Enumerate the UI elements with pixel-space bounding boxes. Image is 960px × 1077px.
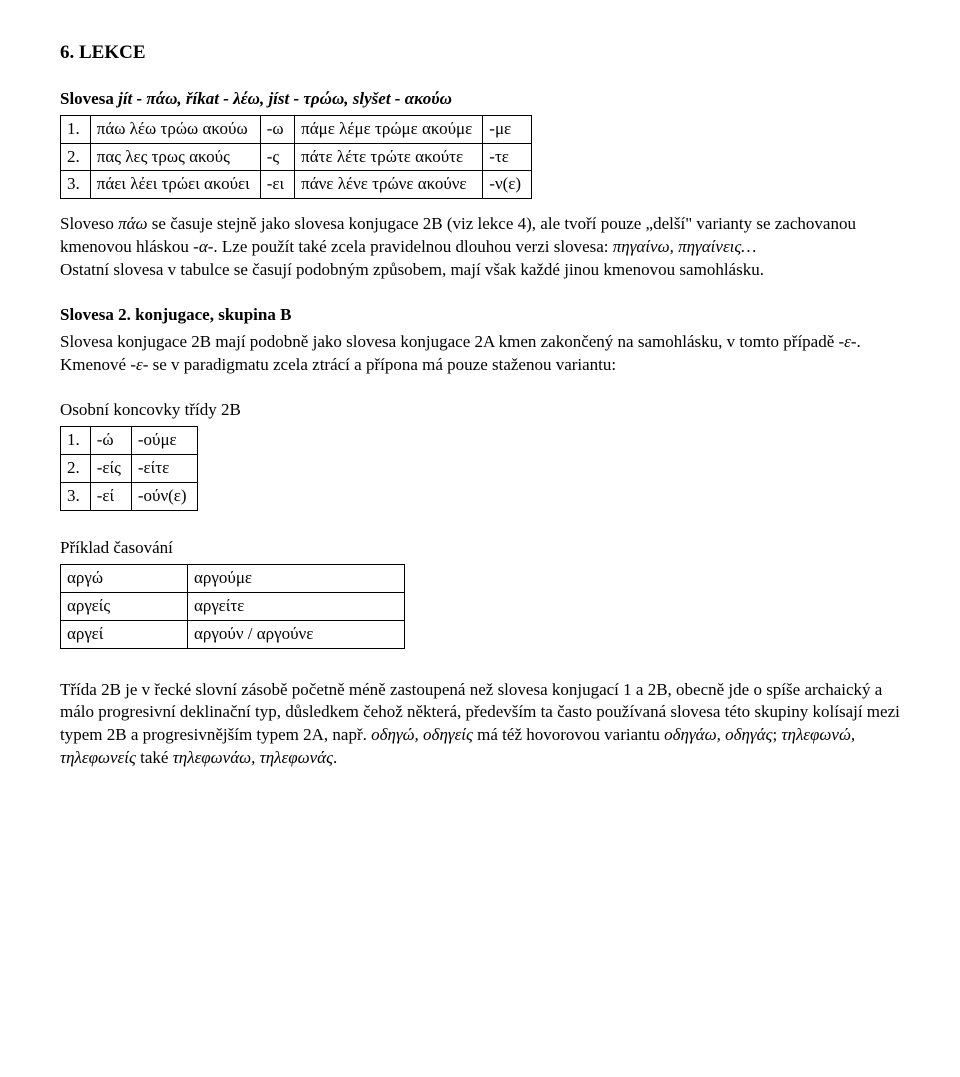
cell: αργεί bbox=[61, 620, 188, 648]
table-row: αργεί αργούν / αργούνε bbox=[61, 620, 405, 648]
table-row: 2. πας λες τρως ακούς -ς πάτε λέτε τρώτε… bbox=[61, 143, 532, 171]
text: Sloveso bbox=[60, 214, 118, 233]
cell: -ώ bbox=[90, 426, 131, 454]
italic-text: -α- bbox=[193, 237, 213, 256]
table-row: 3. -εί -ούν(ε) bbox=[61, 482, 198, 510]
italic-text: τηλεφωνάω, τηλεφωνάς bbox=[173, 748, 333, 767]
text: . Lze použít také zcela pravidelnou dlou… bbox=[213, 237, 612, 256]
cell: 2. bbox=[61, 454, 91, 482]
cell: -εί bbox=[90, 482, 131, 510]
cell: 3. bbox=[61, 171, 91, 199]
verbs-heading-prefix: Slovesa bbox=[60, 89, 118, 108]
paragraph-1: Sloveso πάω se časuje stejně jako sloves… bbox=[60, 213, 910, 282]
cell: 2. bbox=[61, 143, 91, 171]
example-table: αργώ αργούμε αργείς αργείτε αργεί αργούν… bbox=[60, 564, 405, 649]
cell: -τε bbox=[483, 143, 532, 171]
verbs-heading: Slovesa jít - πάω, říkat - λέω, jíst - τ… bbox=[60, 88, 910, 111]
cell: 1. bbox=[61, 115, 91, 143]
table-row: 1. -ώ -ούμε bbox=[61, 426, 198, 454]
italic-text: οδηγάω, οδηγάς bbox=[664, 725, 772, 744]
table2-title: Osobní koncovky třídy 2B bbox=[60, 399, 910, 422]
paragraph-2: Slovesa konjugace 2B mají podobně jako s… bbox=[60, 331, 910, 377]
table-row: 1. πάω λέω τρώω ακούω -ω πάμε λέμε τρώμε… bbox=[61, 115, 532, 143]
table-row: αργείς αργείτε bbox=[61, 592, 405, 620]
italic-text: -ε- bbox=[130, 355, 148, 374]
subheading-2: Slovesa 2. konjugace, skupina B bbox=[60, 304, 910, 327]
text: . bbox=[333, 748, 337, 767]
table-row: αργώ αργούμε bbox=[61, 564, 405, 592]
italic-text: πάω bbox=[118, 214, 147, 233]
page-title: 6. LEKCE bbox=[60, 40, 910, 66]
conjugation-table-1: 1. πάω λέω τρώω ακούω -ω πάμε λέμε τρώμε… bbox=[60, 115, 532, 200]
cell: πάτε λέτε τρώτε ακούτε bbox=[295, 143, 483, 171]
endings-table: 1. -ώ -ούμε 2. -είς -είτε 3. -εί -ούν(ε) bbox=[60, 426, 198, 511]
cell: -είτε bbox=[131, 454, 197, 482]
text: Ostatní slovesa v tabulce se časují podo… bbox=[60, 260, 764, 279]
cell: 3. bbox=[61, 482, 91, 510]
cell: 1. bbox=[61, 426, 91, 454]
italic-text: πηγαίνω, πηγαίνεις… bbox=[613, 237, 757, 256]
cell: πάω λέω τρώω ακούω bbox=[90, 115, 260, 143]
text: také bbox=[136, 748, 173, 767]
cell: πάει λέει τρώει ακούει bbox=[90, 171, 260, 199]
cell: -ούμε bbox=[131, 426, 197, 454]
cell: -με bbox=[483, 115, 532, 143]
cell: αργούμε bbox=[188, 564, 405, 592]
cell: πάμε λέμε τρώμε ακούμε bbox=[295, 115, 483, 143]
cell: -είς bbox=[90, 454, 131, 482]
cell: -ν(ε) bbox=[483, 171, 532, 199]
cell: -ούν(ε) bbox=[131, 482, 197, 510]
table-row: 3. πάει λέει τρώει ακούει -ει πάνε λένε … bbox=[61, 171, 532, 199]
table3-title: Příklad časování bbox=[60, 537, 910, 560]
cell: αργώ bbox=[61, 564, 188, 592]
italic-text: -ε- bbox=[839, 332, 857, 351]
text: Slovesa konjugace 2B mají podobně jako s… bbox=[60, 332, 839, 351]
cell: -ς bbox=[260, 143, 294, 171]
text: se v paradigmatu zcela ztrácí a přípona … bbox=[148, 355, 616, 374]
cell: πας λες τρως ακούς bbox=[90, 143, 260, 171]
text: má též hovorovou variantu bbox=[473, 725, 664, 744]
cell: αργείς bbox=[61, 592, 188, 620]
table-row: 2. -είς -είτε bbox=[61, 454, 198, 482]
paragraph-3: Třída 2B je v řecké slovní zásobě početn… bbox=[60, 679, 910, 771]
verbs-heading-italic: jít - πάω, říkat - λέω, jíst - τρώω, sly… bbox=[118, 89, 452, 108]
cell: -ω bbox=[260, 115, 294, 143]
cell: αργούν / αργούνε bbox=[188, 620, 405, 648]
cell: αργείτε bbox=[188, 592, 405, 620]
italic-text: οδηγώ, οδηγείς bbox=[371, 725, 473, 744]
cell: πάνε λένε τρώνε ακούνε bbox=[295, 171, 483, 199]
cell: -ει bbox=[260, 171, 294, 199]
